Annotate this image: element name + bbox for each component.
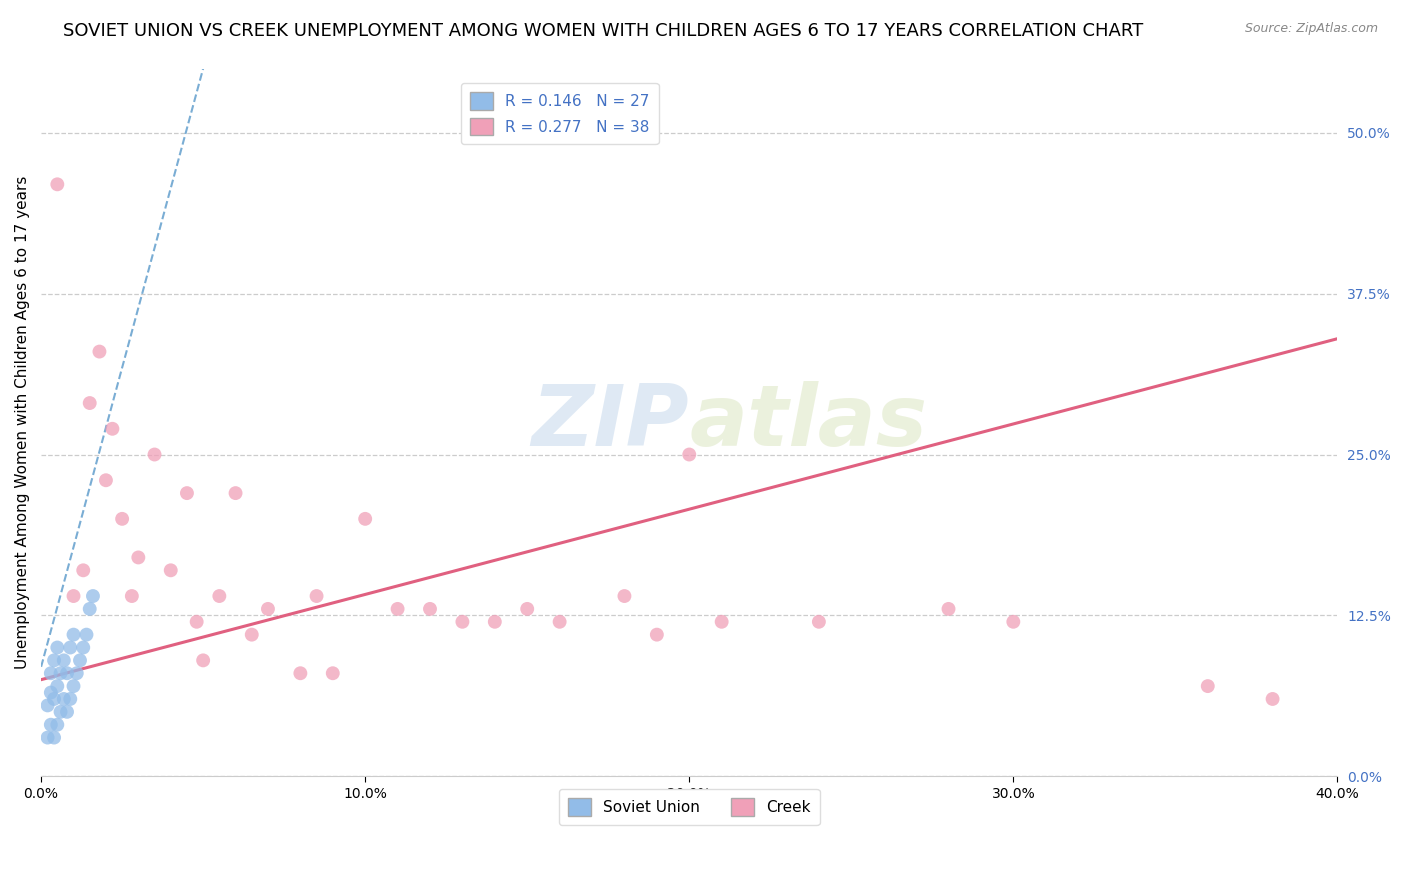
Point bbox=[42, 692, 65, 706]
Point bbox=[111, 512, 134, 526]
Point bbox=[56, 705, 79, 719]
Point bbox=[516, 602, 538, 616]
Point bbox=[1197, 679, 1219, 693]
Point bbox=[938, 602, 960, 616]
Point bbox=[645, 627, 668, 641]
Text: Source: ZipAtlas.com: Source: ZipAtlas.com bbox=[1244, 22, 1378, 36]
Point bbox=[52, 653, 75, 667]
Point bbox=[46, 679, 69, 693]
Point bbox=[46, 717, 69, 731]
Point bbox=[186, 615, 208, 629]
Point bbox=[56, 666, 79, 681]
Text: ZIP: ZIP bbox=[531, 381, 689, 464]
Point bbox=[49, 666, 72, 681]
Point bbox=[46, 640, 69, 655]
Point bbox=[101, 422, 124, 436]
Point bbox=[159, 563, 181, 577]
Point bbox=[37, 731, 59, 745]
Point bbox=[42, 731, 65, 745]
Legend: Soviet Union, Creek: Soviet Union, Creek bbox=[560, 789, 820, 825]
Point bbox=[72, 640, 94, 655]
Point bbox=[1261, 692, 1284, 706]
Point bbox=[225, 486, 247, 500]
Point bbox=[240, 627, 263, 641]
Point bbox=[257, 602, 280, 616]
Point bbox=[39, 685, 62, 699]
Point bbox=[94, 473, 117, 487]
Point bbox=[208, 589, 231, 603]
Point bbox=[46, 178, 69, 192]
Point bbox=[79, 602, 101, 616]
Point bbox=[807, 615, 830, 629]
Point bbox=[82, 589, 104, 603]
Point bbox=[39, 666, 62, 681]
Point bbox=[39, 717, 62, 731]
Point bbox=[354, 512, 377, 526]
Point bbox=[59, 692, 82, 706]
Point bbox=[72, 563, 94, 577]
Point bbox=[121, 589, 143, 603]
Point bbox=[76, 627, 98, 641]
Point bbox=[59, 640, 82, 655]
Point bbox=[710, 615, 733, 629]
Point bbox=[548, 615, 571, 629]
Point bbox=[322, 666, 344, 681]
Point bbox=[62, 627, 84, 641]
Text: atlas: atlas bbox=[689, 381, 928, 464]
Point bbox=[42, 653, 65, 667]
Y-axis label: Unemployment Among Women with Children Ages 6 to 17 years: Unemployment Among Women with Children A… bbox=[15, 176, 30, 669]
Point bbox=[143, 448, 166, 462]
Point bbox=[191, 653, 214, 667]
Point bbox=[52, 692, 75, 706]
Text: SOVIET UNION VS CREEK UNEMPLOYMENT AMONG WOMEN WITH CHILDREN AGES 6 TO 17 YEARS : SOVIET UNION VS CREEK UNEMPLOYMENT AMONG… bbox=[63, 22, 1143, 40]
Point bbox=[387, 602, 409, 616]
Point bbox=[49, 705, 72, 719]
Point bbox=[613, 589, 636, 603]
Point bbox=[678, 448, 700, 462]
Point bbox=[79, 396, 101, 410]
Point bbox=[62, 679, 84, 693]
Point bbox=[290, 666, 312, 681]
Point bbox=[69, 653, 91, 667]
Point bbox=[305, 589, 328, 603]
Point bbox=[37, 698, 59, 713]
Point bbox=[1002, 615, 1025, 629]
Point bbox=[484, 615, 506, 629]
Point bbox=[419, 602, 441, 616]
Point bbox=[89, 344, 111, 359]
Point bbox=[62, 589, 84, 603]
Point bbox=[176, 486, 198, 500]
Point bbox=[451, 615, 474, 629]
Point bbox=[127, 550, 149, 565]
Point bbox=[66, 666, 89, 681]
